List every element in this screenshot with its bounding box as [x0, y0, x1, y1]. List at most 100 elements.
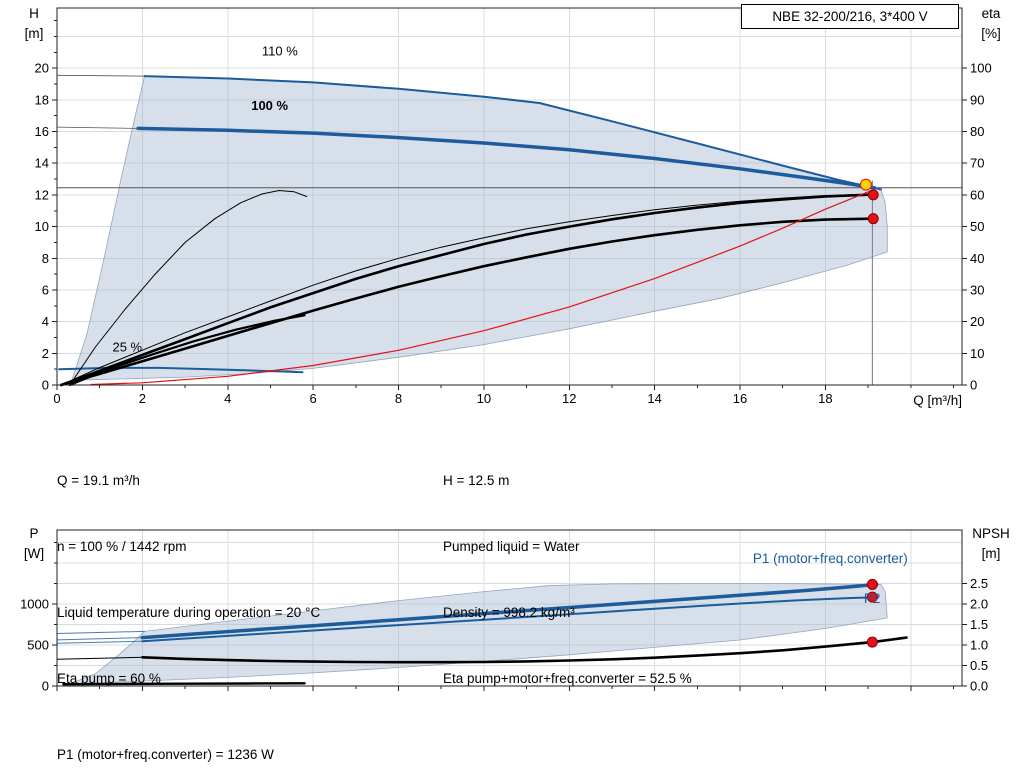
- curve-label: P1 (motor+freq.converter): [753, 551, 908, 566]
- speed-curve-100-ext: [56, 126, 139, 129]
- info-eta-total: Eta pump+motor+freq.converter = 52.5 %: [443, 671, 692, 686]
- eta-pump-motor-converter-curve: [60, 217, 874, 387]
- system-curve: [90, 189, 873, 386]
- svg-text:1.5: 1.5: [970, 617, 988, 632]
- h-axis-title: H [m]: [14, 4, 54, 44]
- svg-text:2: 2: [42, 346, 49, 361]
- svg-text:20: 20: [35, 61, 49, 76]
- duty-point-marker: [866, 636, 878, 648]
- svg-text:1000: 1000: [20, 596, 49, 611]
- operating-envelope: [69, 583, 888, 685]
- svg-text:0: 0: [42, 378, 49, 393]
- eta-25-curve: [69, 190, 308, 386]
- info-block-right: H = 12.5 m Pumped liquid = Water Density…: [443, 426, 692, 734]
- info-density: Density = 998.2 kg/m³: [443, 605, 575, 620]
- svg-text:8: 8: [395, 391, 402, 406]
- svg-text:18: 18: [818, 391, 832, 406]
- npsh-axis-title: NPSH [m]: [964, 524, 1018, 564]
- svg-text:0.0: 0.0: [970, 679, 988, 694]
- svg-text:2.0: 2.0: [970, 596, 988, 611]
- info-flow: Q = 19.1 m³/h: [57, 473, 140, 488]
- svg-text:90: 90: [970, 92, 984, 107]
- svg-text:12: 12: [35, 187, 49, 202]
- curve-label: 110 %: [262, 44, 298, 59]
- p-axis-unit: [W]: [23, 546, 45, 561]
- svg-text:14: 14: [35, 156, 49, 171]
- speed-curve-110: [143, 75, 882, 191]
- svg-text:16: 16: [35, 124, 49, 139]
- svg-text:16: 16: [733, 391, 747, 406]
- svg-text:70: 70: [970, 156, 984, 171]
- svg-text:0: 0: [970, 378, 977, 393]
- p-axis-symbol: P: [29, 526, 39, 541]
- curve-label: 25 %: [112, 340, 142, 355]
- svg-text:4: 4: [224, 391, 231, 406]
- svg-text:40: 40: [970, 251, 984, 266]
- info-liquid-temp: Liquid temperature during operation = 20…: [57, 605, 321, 620]
- h-axis-symbol: H: [29, 6, 39, 21]
- h-axis-unit: [m]: [24, 26, 44, 41]
- eta-axis-unit: [%]: [981, 26, 1001, 41]
- svg-text:14: 14: [647, 391, 661, 406]
- svg-text:2.5: 2.5: [970, 576, 988, 591]
- plot-frame: [56, 529, 963, 687]
- curve-label: P2: [864, 591, 881, 606]
- pump-type-box: NBE 32-200/216, 3*400 V: [741, 4, 959, 29]
- svg-text:4: 4: [42, 314, 49, 329]
- svg-text:6: 6: [42, 282, 49, 297]
- svg-text:500: 500: [27, 637, 49, 652]
- svg-text:0: 0: [53, 391, 60, 406]
- svg-text:0.5: 0.5: [970, 658, 988, 673]
- p1-curve: [140, 582, 879, 640]
- npsh-axis-symbol: NPSH: [972, 526, 1010, 541]
- p-axis-title: P [W]: [14, 524, 54, 564]
- svg-text:2: 2: [139, 391, 146, 406]
- info-block-bottom: P1 (motor+freq.converter) = 1236 W P2 = …: [57, 700, 274, 781]
- npsh-ext: [56, 656, 143, 660]
- duty-point-marker: [867, 189, 879, 201]
- svg-text:80: 80: [970, 124, 984, 139]
- svg-text:20: 20: [970, 314, 984, 329]
- duty-point-marker: [867, 213, 879, 225]
- svg-text:18: 18: [35, 92, 49, 107]
- npsh-curve: [141, 636, 908, 664]
- duty-point-marker: [866, 578, 878, 590]
- eta-pump-curve: [60, 193, 874, 387]
- svg-text:12: 12: [562, 391, 576, 406]
- eta-25-total-curve: [68, 314, 306, 387]
- svg-text:60: 60: [970, 187, 984, 202]
- p1-ext: [56, 637, 143, 641]
- p2-curve: [141, 596, 878, 643]
- svg-text:8: 8: [42, 251, 49, 266]
- svg-text:10: 10: [35, 219, 49, 234]
- svg-text:10: 10: [970, 346, 984, 361]
- duty-point-marker: [866, 591, 878, 603]
- svg-text:6: 6: [310, 391, 317, 406]
- svg-text:1.0: 1.0: [970, 637, 988, 652]
- plot-frame: [56, 7, 963, 386]
- power-npsh-chart: 0 500 1000 0.0 0.5 1.0 1.5 2.0 2.5 P1 (motor+freq…: [20, 529, 988, 694]
- svg-text:50: 50: [970, 219, 984, 234]
- speed-curve-100: [136, 126, 877, 190]
- info-head: H = 12.5 m: [443, 473, 510, 488]
- hq-eta-chart: 0 2 4 6 8 10 12 14 16 18 20 0 10 20 30 40 50 60 70 80 90 100 0…: [35, 7, 992, 406]
- eta-axis-symbol: eta: [981, 6, 1001, 21]
- q-axis-title: Q [m³/h]: [913, 393, 962, 408]
- duty-point-marker: [859, 178, 872, 191]
- info-block-left: Q = 19.1 m³/h n = 100 % / 1442 rpm Liqui…: [57, 426, 320, 734]
- speed-curve-110-ext: [56, 74, 145, 77]
- info-p1: P1 (motor+freq.converter) = 1236 W: [57, 747, 274, 762]
- svg-text:0: 0: [42, 679, 49, 694]
- npsh-axis-unit: [m]: [981, 546, 1001, 561]
- svg-text:30: 30: [970, 282, 984, 297]
- eta-axis-title: eta [%]: [964, 4, 1018, 44]
- curve-label: 100 %: [251, 98, 288, 113]
- p2-ext: [56, 640, 143, 644]
- p-25-curve: [62, 682, 306, 686]
- info-speed: n = 100 % / 1442 rpm: [57, 539, 187, 554]
- info-eta-pump: Eta pump = 60 %: [57, 671, 161, 686]
- eta-thin-upper: [60, 193, 869, 386]
- p-upper-thin: [56, 630, 145, 634]
